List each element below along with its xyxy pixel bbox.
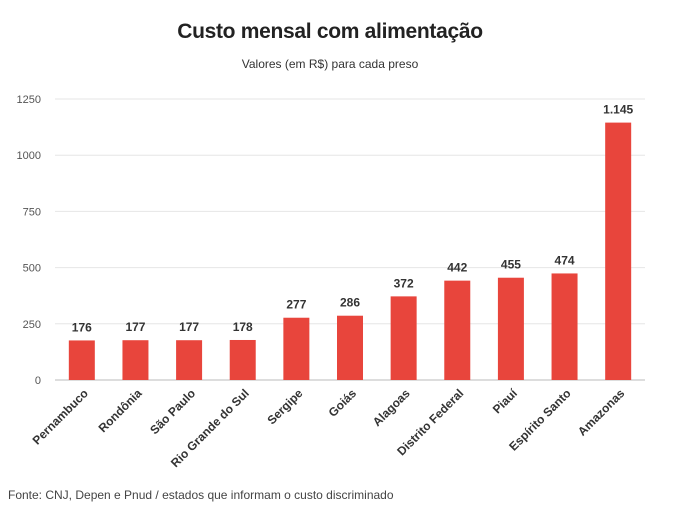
category-label: Amazonas (575, 386, 628, 439)
value-label: 286 (340, 296, 360, 310)
chart-subtitle: Valores (em R$) para cada preso (241, 57, 419, 71)
bar (68, 340, 95, 380)
y-axis-ticks: 0 250 500 750 1000 1250 (17, 94, 41, 387)
y-tick-label: 500 (23, 263, 41, 275)
category-label: Pernambuco (30, 386, 91, 447)
category-label: São Paulo (147, 386, 198, 437)
category-label: Goiás (326, 386, 360, 420)
value-label: 277 (286, 298, 306, 312)
value-label: 455 (501, 258, 521, 272)
y-tick-label: 250 (23, 319, 41, 331)
chart-title: Custo mensal com alimentação (177, 20, 483, 43)
bar (229, 339, 256, 380)
y-tick-label: 750 (23, 206, 41, 218)
bar (497, 277, 524, 380)
bar (176, 340, 203, 380)
bar (605, 122, 632, 380)
bars (68, 122, 632, 380)
value-label: 372 (394, 276, 414, 290)
value-label: 442 (447, 261, 467, 275)
y-tick-label: 1000 (17, 150, 41, 162)
value-label: 177 (179, 320, 199, 334)
value-label: 1.145 (603, 103, 633, 117)
bar (122, 340, 149, 380)
category-label: Alagoas (370, 386, 413, 429)
y-tick-label: 1250 (17, 94, 41, 106)
value-label: 474 (555, 253, 575, 267)
category-label: Rondônia (96, 386, 145, 435)
value-label: 176 (72, 320, 92, 334)
y-tick-label: 0 (35, 375, 41, 387)
value-labels: 176 177 177 178 277 286 372 442 455 474 1.145 (72, 103, 634, 335)
bar (390, 296, 417, 380)
bar (444, 280, 471, 380)
value-label: 178 (233, 320, 253, 334)
bar (551, 273, 578, 380)
category-label: Sergipe (264, 386, 305, 427)
bar (337, 315, 363, 380)
source-note: Fonte: CNJ, Depen e Pnud / estados que i… (8, 488, 394, 502)
category-label: Piauí (490, 386, 521, 417)
value-label: 177 (125, 320, 145, 334)
bar (283, 317, 310, 380)
